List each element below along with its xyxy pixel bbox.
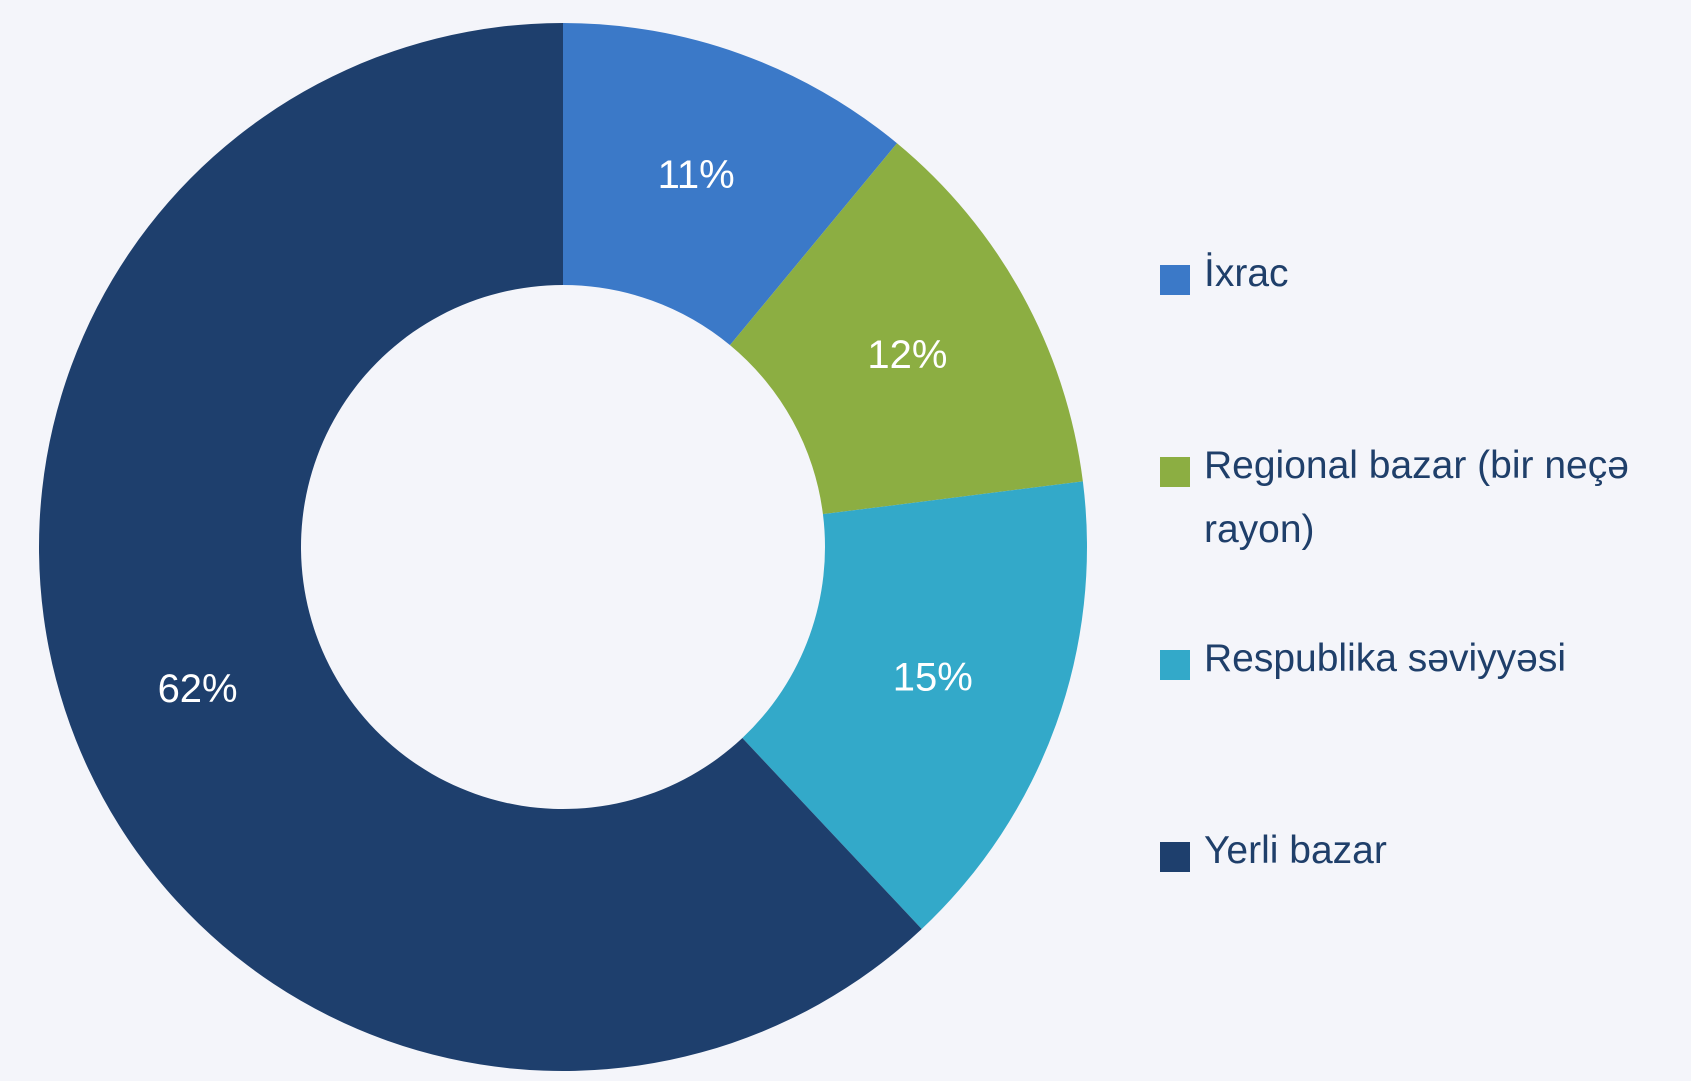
legend-label: Yerli bazar	[1204, 829, 1387, 872]
legend: İxrac Regional bazar (bir neçə rayon) Resp…	[1160, 0, 1680, 1081]
legend-swatch	[1160, 457, 1190, 487]
donut-slice	[563, 23, 898, 346]
legend-swatch	[1160, 842, 1190, 872]
chart: 11% 12% 15% 62%	[38, 23, 1087, 1071]
donut-slice	[38, 23, 922, 1071]
legend-swatch	[1160, 265, 1190, 295]
legend-label: Respublika səviyyəsi	[1204, 637, 1566, 680]
data-label: 12%	[867, 333, 947, 377]
data-label: 15%	[893, 656, 973, 700]
legend-item: Yerli bazar	[1160, 829, 1387, 883]
data-label: 62%	[158, 667, 238, 711]
data-label: 11%	[658, 153, 735, 197]
donut-slice	[742, 481, 1087, 929]
donut-slice	[730, 143, 1083, 515]
legend-label: İxrac	[1204, 252, 1289, 295]
legend-item: İxrac	[1160, 252, 1289, 306]
legend-swatch	[1160, 650, 1190, 680]
legend-item: Respublika səviyyəsi	[1160, 637, 1566, 691]
legend-label: Regional bazar (bir neçə rayon)	[1204, 444, 1629, 551]
legend-item: Regional bazar (bir neçə rayon)	[1160, 444, 1664, 562]
